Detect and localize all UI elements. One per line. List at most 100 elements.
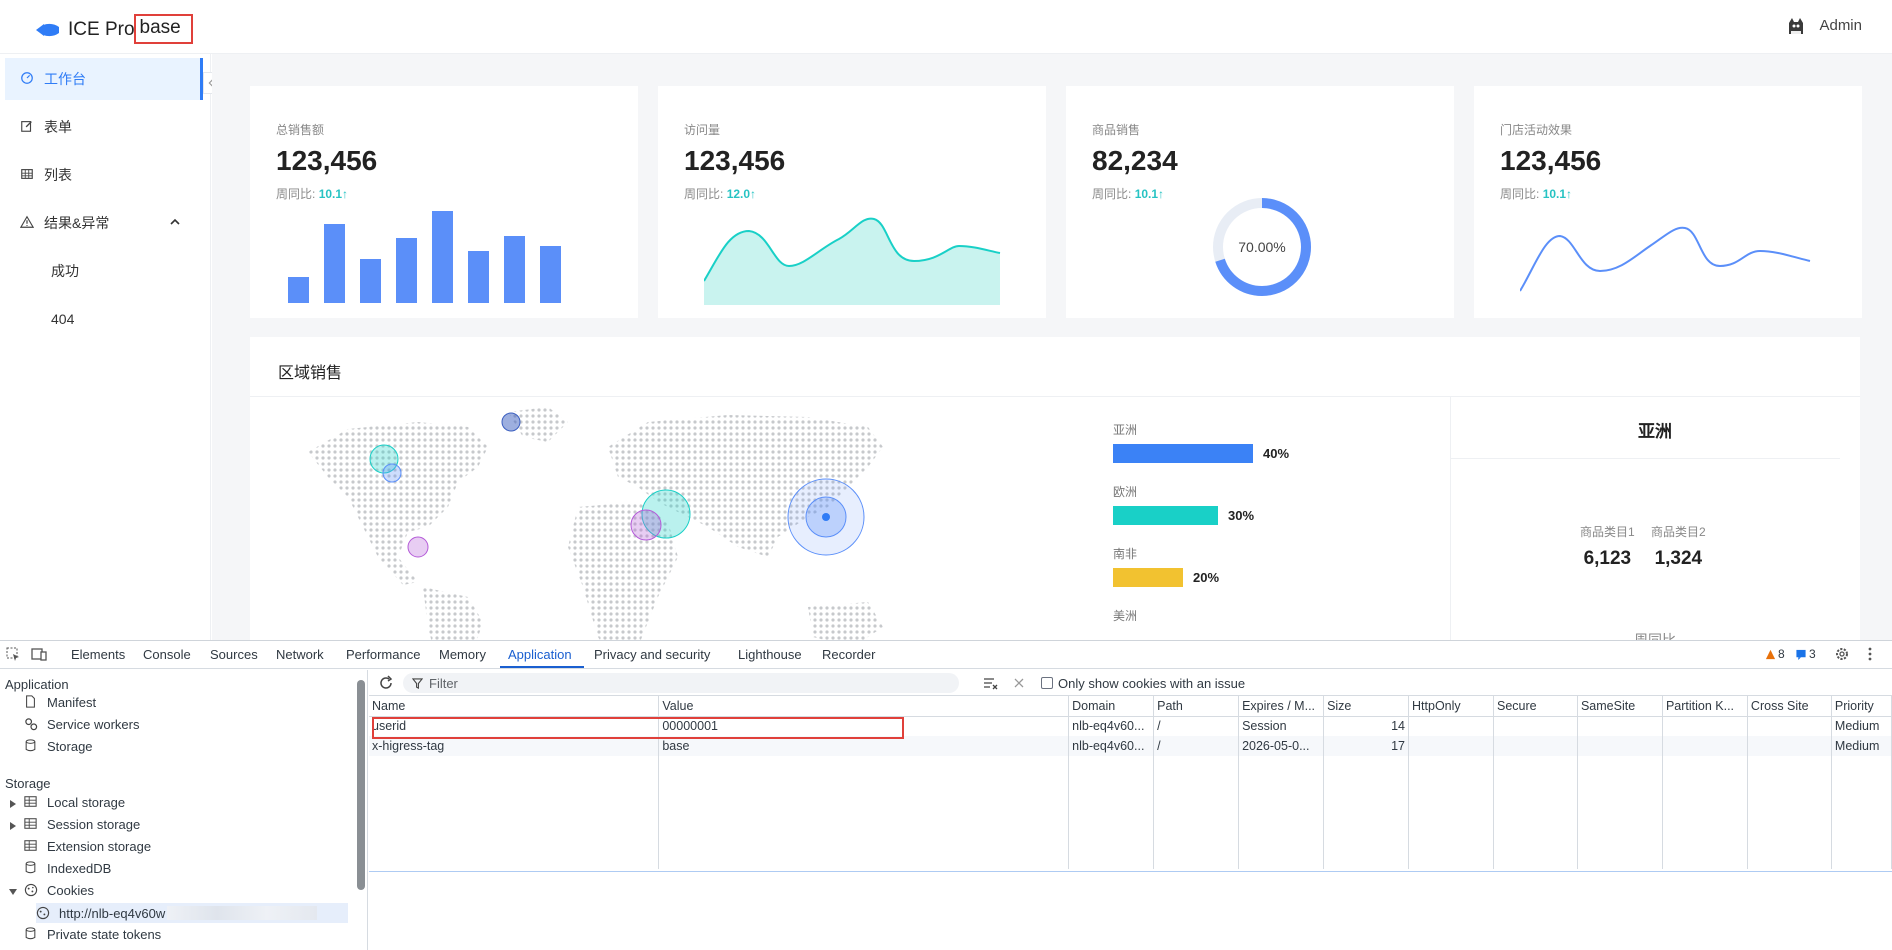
bubble-asia-center	[822, 513, 830, 521]
delete-selected-icon[interactable]	[1013, 677, 1025, 689]
mini-area-chart	[704, 217, 1001, 305]
more-options-icon[interactable]	[1862, 646, 1878, 662]
sidebar-item-success[interactable]: 成功	[5, 250, 203, 292]
refresh-icon[interactable]	[378, 675, 394, 691]
chevron-up-icon	[170, 218, 180, 225]
column-header[interactable]: Expires / M...	[1238, 696, 1325, 717]
cookie-expires: 2026-05-0...	[1238, 736, 1325, 756]
mini-bar-chart	[288, 211, 561, 303]
column-header[interactable]: Priority	[1831, 696, 1892, 717]
tree-item-indexeddb[interactable]: IndexedDB	[24, 861, 111, 876]
tree-item-service-workers[interactable]: Service workers	[24, 717, 139, 732]
continent-africa	[568, 502, 678, 640]
column-header[interactable]: Cross Site	[1747, 696, 1832, 717]
column-header[interactable]: SameSite	[1577, 696, 1663, 717]
cookie-cross-site	[1747, 716, 1832, 736]
card-label: 访问量	[684, 123, 721, 137]
sidebar-item-404[interactable]: 404	[5, 298, 203, 340]
region-sales-card: 区域销售	[250, 337, 1860, 640]
sidebar-item-list[interactable]: 列表	[5, 154, 203, 196]
area-fill	[704, 218, 1000, 305]
continent-greenland	[508, 407, 568, 442]
tab-network[interactable]: Network	[276, 647, 324, 662]
bar-percent: 30%	[1228, 508, 1255, 523]
column-header[interactable]: Path	[1153, 696, 1240, 717]
chevron-left-icon	[208, 79, 214, 87]
tab-application[interactable]: Application	[508, 647, 572, 662]
tree-item-local-storage[interactable]: Local storage	[24, 795, 125, 810]
table-row[interactable]: x-higress-tag base nlb-eq4v60... / 2026-…	[369, 736, 1892, 756]
stat-card-product-sales: 商品销售 82,234 周同比: 10.1↑ 70.00%	[1066, 86, 1454, 318]
warnings-count: 8	[1778, 647, 1785, 661]
tree-item-private-state-tokens[interactable]: Private state tokens	[24, 927, 161, 942]
tab-elements[interactable]: Elements	[71, 647, 126, 662]
cookies-toolbar: Filter Only show cookies with an issue	[369, 670, 1892, 696]
dashboard-icon	[20, 71, 36, 87]
bar	[396, 238, 417, 303]
column-header[interactable]: Secure	[1493, 696, 1578, 717]
continent-eurasia	[608, 415, 883, 557]
tree-item-manifest[interactable]: Manifest	[24, 695, 96, 710]
tab-recorder[interactable]: Recorder	[822, 647, 876, 662]
sidebar-item-label: 列表	[44, 167, 72, 183]
tab-performance[interactable]: Performance	[346, 647, 421, 662]
message-icon	[1796, 649, 1806, 660]
tree-item-session-storage[interactable]: Session storage	[24, 817, 140, 832]
cookie-priority: Medium	[1831, 716, 1892, 736]
cookie-name: x-higress-tag	[369, 736, 660, 756]
expand-arrow-icon[interactable]	[10, 800, 16, 808]
user-name: Admin	[1819, 16, 1862, 34]
cookie-size: 14	[1323, 716, 1410, 736]
sidebar-item-label: 表单	[44, 119, 72, 135]
tree-item-extension-storage[interactable]: Extension storage	[24, 839, 151, 854]
cookie-httponly	[1408, 716, 1494, 736]
user-menu[interactable]: Admin	[1785, 14, 1862, 36]
table-empty-filler	[369, 756, 1892, 869]
tab-memory[interactable]: Memory	[439, 647, 486, 662]
column-header[interactable]: Partition K...	[1662, 696, 1748, 717]
column-header[interactable]: HttpOnly	[1408, 696, 1494, 717]
expand-arrow-icon[interactable]	[10, 822, 16, 830]
column-header[interactable]: Name	[369, 696, 660, 717]
bubble-africa-north	[641, 489, 691, 539]
category-label: 商品类目2	[1651, 525, 1706, 539]
bar	[540, 246, 561, 303]
clear-all-icon[interactable]	[983, 675, 999, 691]
tab-sources[interactable]: Sources	[210, 647, 258, 662]
app-header: ICE Pro base Admin	[0, 0, 1892, 54]
column-header[interactable]: Size	[1323, 696, 1410, 717]
messages-badge[interactable]: 3	[1795, 647, 1816, 661]
tree-item-cookie-origin[interactable]: http://nlb-eq4v60w	[36, 903, 348, 923]
sidebar-item-dashboard[interactable]: 工作台	[5, 58, 203, 100]
warning-icon	[1765, 649, 1776, 659]
column-header[interactable]: Value	[658, 696, 1070, 717]
category-1-stat: 商品类目1 6,123	[1580, 523, 1635, 570]
collapse-arrow-icon[interactable]	[9, 889, 17, 895]
sidebar-item-result[interactable]: 结果&异常	[5, 202, 203, 244]
active-tab-indicator	[500, 666, 584, 668]
sidebar-item-label: 工作台	[44, 71, 86, 87]
device-toolbar-icon[interactable]	[31, 646, 47, 662]
sidebar-item-form[interactable]: 表单	[5, 106, 203, 148]
table-row[interactable]: userid 00000001 nlb-eq4v60... / Session …	[369, 716, 1892, 736]
tree-item-label: Private state tokens	[47, 927, 162, 942]
tree-scrollbar[interactable]	[357, 680, 365, 890]
tree-item-cookies[interactable]: Cookies	[24, 883, 94, 898]
gears-icon	[24, 717, 39, 732]
filter-input[interactable]: Filter	[403, 673, 959, 693]
tab-lighthouse[interactable]: Lighthouse	[738, 647, 802, 662]
settings-gear-icon[interactable]	[1834, 646, 1850, 662]
tree-item-storage[interactable]: Storage	[24, 739, 93, 754]
warnings-badge[interactable]: 8	[1765, 647, 1785, 661]
logo[interactable]: ICE Pro base	[34, 14, 193, 45]
tab-privacy-security[interactable]: Privacy and security	[594, 647, 711, 662]
database-icon	[24, 927, 39, 942]
tab-console[interactable]: Console	[143, 647, 191, 662]
cookie-icon	[36, 906, 51, 921]
region-title: 区域销售	[278, 365, 343, 382]
category-label: 商品类目1	[1580, 525, 1635, 539]
bar	[324, 224, 345, 303]
column-header[interactable]: Domain	[1068, 696, 1155, 717]
inspect-element-icon[interactable]	[5, 646, 21, 662]
only-issues-checkbox[interactable]	[1041, 677, 1053, 689]
